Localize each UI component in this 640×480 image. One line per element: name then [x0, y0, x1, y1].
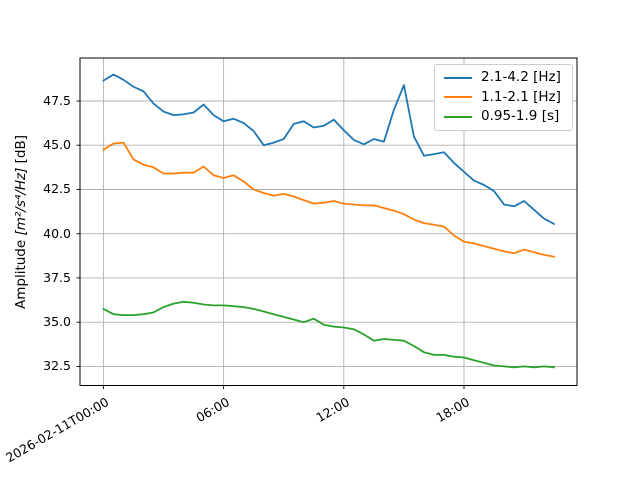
series-line-2	[102, 300, 556, 369]
y-tick-label: 32.5	[43, 358, 71, 374]
y-tick-label: 45.0	[43, 137, 71, 153]
legend-line-sample	[444, 116, 472, 119]
y-tick-label: 40.0	[43, 225, 71, 241]
legend-entry: 2.1-4.2 [Hz]	[435, 68, 572, 87]
y-tick-label: 42.5	[43, 181, 71, 197]
legend-entry: 0.95-1.9 [s]	[435, 108, 572, 127]
axes-spines	[79, 57, 578, 386]
legend: 2.1-4.2 [Hz] 1.1-2.1 [Hz] 0.95-1.9 [s]	[434, 64, 573, 131]
legend-entry: 1.1-2.1 [Hz]	[435, 88, 572, 107]
series-line-1	[102, 141, 556, 258]
legend-entry-label: 1.1-2.1 [Hz]	[481, 88, 561, 105]
legend-entry-label: 2.1-4.2 [Hz]	[481, 69, 561, 86]
y-tick-label: 37.5	[43, 269, 71, 285]
y-tick-label: 35.0	[43, 314, 71, 330]
y-tick-label: 47.5	[43, 92, 71, 108]
legend-entry-label: 0.95-1.9 [s]	[481, 108, 560, 125]
legend-line-sample	[444, 96, 472, 99]
legend-line-sample	[444, 76, 472, 79]
series-line-0	[102, 73, 556, 225]
